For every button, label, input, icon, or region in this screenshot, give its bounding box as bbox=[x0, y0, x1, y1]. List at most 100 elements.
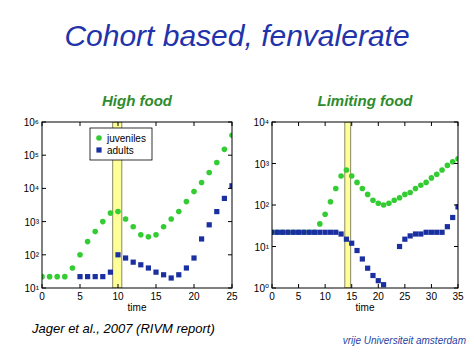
marker bbox=[153, 232, 159, 238]
marker bbox=[402, 192, 408, 198]
marker bbox=[115, 252, 120, 257]
marker bbox=[280, 229, 286, 235]
y-tick bbox=[272, 163, 276, 164]
marker bbox=[100, 274, 105, 279]
x-tick bbox=[404, 284, 405, 288]
marker bbox=[328, 199, 334, 205]
y-tick bbox=[454, 288, 458, 289]
marker bbox=[285, 230, 290, 235]
x-tick bbox=[298, 284, 299, 288]
y-tick bbox=[228, 254, 232, 255]
y-tick-label: 10² bbox=[255, 200, 270, 211]
marker bbox=[275, 230, 280, 235]
legend-label: juveniles bbox=[106, 133, 146, 144]
marker bbox=[70, 265, 76, 271]
x-tick bbox=[42, 122, 43, 126]
marker bbox=[354, 180, 360, 186]
x-tick bbox=[378, 284, 379, 288]
y-tick-label: 10³ bbox=[25, 217, 40, 228]
x-tick-label: 15 bbox=[150, 291, 162, 302]
marker bbox=[123, 216, 129, 222]
legend: juvenilesadults bbox=[90, 128, 152, 160]
x-tick-label: 20 bbox=[373, 291, 385, 302]
marker bbox=[100, 219, 106, 225]
x-tick bbox=[232, 122, 233, 126]
x-tick-label: 0 bbox=[269, 291, 275, 302]
marker bbox=[344, 167, 350, 173]
x-tick bbox=[272, 284, 273, 288]
marker bbox=[214, 209, 219, 214]
marker bbox=[301, 229, 307, 235]
marker bbox=[146, 234, 152, 240]
marker bbox=[306, 229, 312, 235]
x-tick-label: 10 bbox=[112, 291, 124, 302]
marker bbox=[439, 230, 444, 235]
marker bbox=[296, 229, 302, 235]
chart: High food051015202510¹10²10³10⁴10⁵10⁶tim… bbox=[24, 92, 238, 313]
marker bbox=[413, 231, 418, 236]
legend-label: adults bbox=[107, 145, 134, 156]
marker bbox=[199, 236, 204, 241]
marker bbox=[370, 197, 376, 203]
x-tick-label: 25 bbox=[226, 291, 238, 302]
marker bbox=[138, 232, 144, 238]
x-tick-label: 10 bbox=[320, 291, 332, 302]
marker bbox=[130, 224, 136, 230]
marker bbox=[123, 255, 128, 260]
marker bbox=[77, 252, 83, 258]
marker bbox=[161, 224, 167, 230]
x-tick bbox=[42, 284, 43, 288]
marker bbox=[85, 239, 91, 245]
x-tick-label: 30 bbox=[426, 291, 438, 302]
y-tick bbox=[272, 246, 276, 247]
marker bbox=[317, 221, 323, 227]
marker bbox=[199, 180, 205, 186]
marker bbox=[407, 190, 413, 196]
y-tick bbox=[42, 254, 46, 255]
marker bbox=[285, 229, 291, 235]
x-tick bbox=[378, 122, 379, 126]
x-tick bbox=[118, 284, 119, 288]
x-tick-label: 35 bbox=[452, 291, 464, 302]
marker bbox=[108, 210, 114, 216]
y-tick-label: 10² bbox=[25, 250, 40, 261]
y-tick-label: 10¹ bbox=[25, 283, 40, 294]
x-tick bbox=[80, 122, 81, 126]
marker bbox=[429, 175, 435, 181]
marker bbox=[338, 231, 343, 236]
marker bbox=[344, 237, 349, 242]
marker bbox=[92, 229, 98, 235]
citation: Jager et al., 2007 (RIVM report) bbox=[31, 321, 215, 336]
marker bbox=[291, 230, 296, 235]
legend-marker bbox=[96, 147, 101, 152]
chart-title: High food bbox=[102, 92, 173, 109]
y-tick-label: 10³ bbox=[255, 159, 270, 170]
y-tick-label: 10⁶ bbox=[24, 117, 39, 128]
marker bbox=[408, 233, 413, 238]
x-tick bbox=[458, 284, 459, 288]
y-tick bbox=[42, 155, 46, 156]
marker bbox=[376, 278, 381, 283]
marker bbox=[85, 274, 90, 279]
y-tick-label: 10⁴ bbox=[24, 183, 39, 194]
y-tick-label: 10¹ bbox=[255, 242, 270, 253]
marker bbox=[191, 255, 196, 260]
frame bbox=[272, 122, 458, 288]
y-tick bbox=[42, 188, 46, 189]
marker bbox=[47, 274, 53, 280]
data-layer bbox=[272, 122, 458, 288]
marker bbox=[423, 180, 429, 186]
y-tick-label: 10⁰ bbox=[254, 283, 269, 294]
x-tick bbox=[325, 284, 326, 288]
x-tick-label: 5 bbox=[296, 291, 302, 302]
marker bbox=[138, 262, 143, 267]
marker bbox=[424, 230, 429, 235]
marker bbox=[207, 222, 212, 227]
marker bbox=[323, 230, 328, 235]
y-tick bbox=[228, 221, 232, 222]
slide: Cohort based, fenvalerateJager et al., 2… bbox=[0, 0, 474, 355]
marker bbox=[338, 173, 344, 179]
marker bbox=[176, 209, 182, 215]
marker bbox=[365, 266, 370, 271]
marker bbox=[214, 160, 220, 166]
